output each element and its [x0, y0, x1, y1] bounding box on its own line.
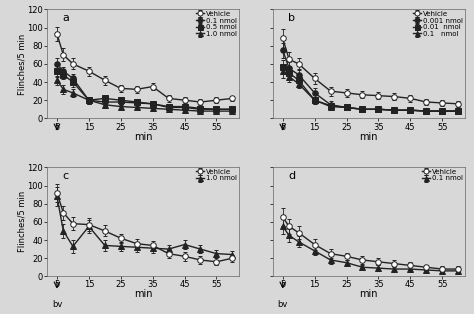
Text: d: d — [289, 171, 296, 181]
X-axis label: min: min — [134, 132, 152, 142]
X-axis label: min: min — [360, 132, 378, 142]
Y-axis label: Flinches/5 min: Flinches/5 min — [17, 33, 26, 95]
Text: bv: bv — [52, 300, 62, 309]
Legend: Vehicle, 0.1 nmol: Vehicle, 0.1 nmol — [421, 168, 464, 182]
Legend: Vehicle, 0.001 nmol, 0.01  nmol, 0.1   nmol: Vehicle, 0.001 nmol, 0.01 nmol, 0.1 nmol — [412, 10, 464, 38]
Y-axis label: Flinches/5 min: Flinches/5 min — [17, 191, 26, 252]
X-axis label: min: min — [360, 290, 378, 300]
X-axis label: min: min — [134, 290, 152, 300]
Legend: Vehicle, 0.1 nmol, 0.5 nmol, 1.0 nmol: Vehicle, 0.1 nmol, 0.5 nmol, 1.0 nmol — [195, 10, 238, 38]
Text: c: c — [63, 171, 69, 181]
Text: a: a — [63, 13, 70, 23]
Legend: Vehicle, 1.0 nmol: Vehicle, 1.0 nmol — [195, 168, 238, 182]
Text: b: b — [289, 13, 295, 23]
Text: bv: bv — [278, 300, 288, 309]
